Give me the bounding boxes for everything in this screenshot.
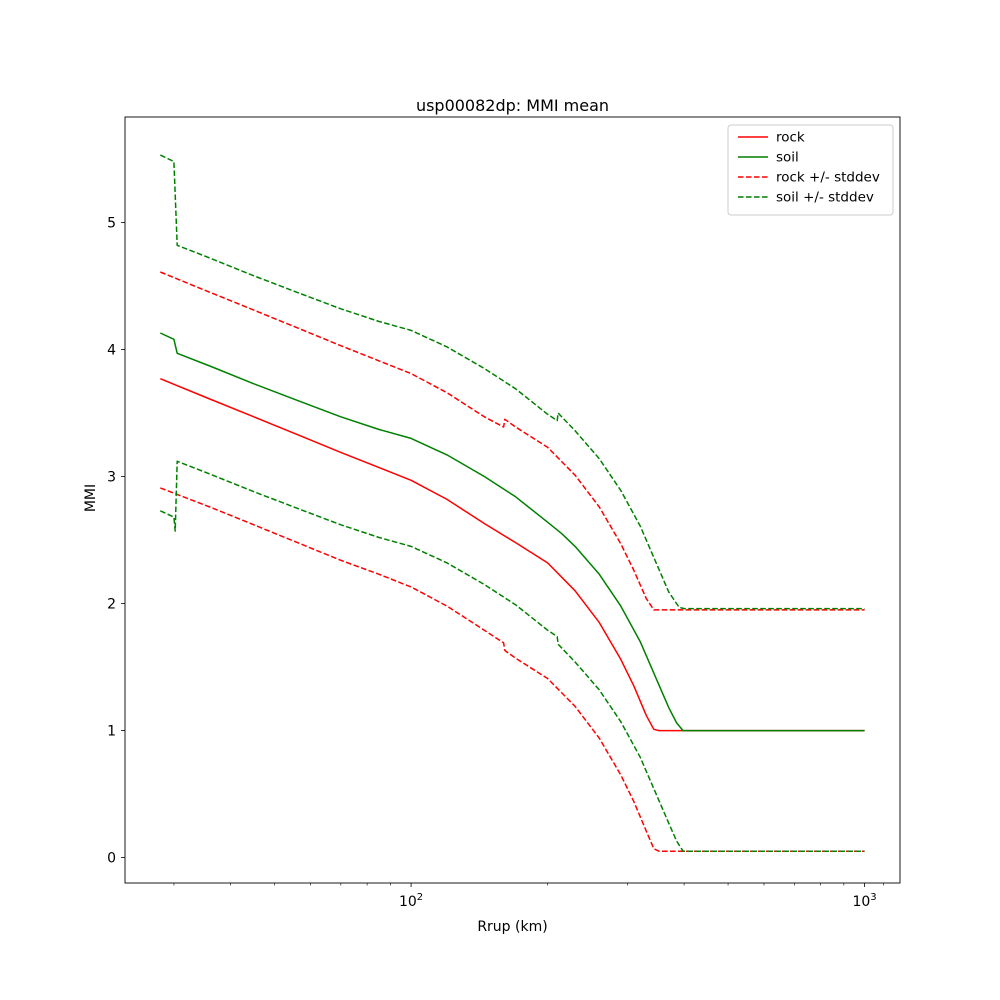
chart-title: usp00082dp: MMI mean xyxy=(415,96,610,115)
x-tick-label: 102 xyxy=(399,892,423,910)
y-tick-label: 4 xyxy=(107,342,116,358)
series-soil-mean xyxy=(159,332,865,732)
y-tick-label: 3 xyxy=(107,469,116,485)
y-tick-label: 1 xyxy=(107,724,116,740)
series-soil-plus-stddev xyxy=(159,154,865,610)
plot-border xyxy=(124,116,901,884)
y-tick-label: 0 xyxy=(107,851,116,867)
legend-label: soil +/- stddev xyxy=(776,190,874,206)
x-tick-label: 103 xyxy=(852,892,876,910)
series-soil-minus-stddev xyxy=(159,460,865,852)
legend-label: soil xyxy=(776,150,799,166)
y-axis-label: MMI xyxy=(83,483,99,513)
legend-label: rock xyxy=(776,130,805,146)
y-tick-label: 2 xyxy=(107,597,116,613)
x-axis-label: Rrup (km) xyxy=(477,919,548,935)
series-rock-mean xyxy=(160,378,865,732)
y-tick-label: 5 xyxy=(107,215,116,231)
series-rock-plus-stddev xyxy=(160,271,865,611)
series-rock-minus-stddev xyxy=(160,487,865,852)
legend xyxy=(727,124,894,216)
legend-label: rock +/- stddev xyxy=(776,170,880,186)
